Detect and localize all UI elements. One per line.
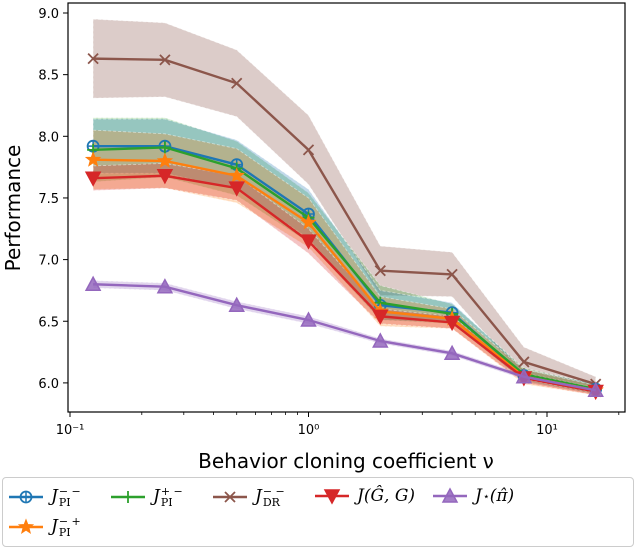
y-tick-label: 8.0 [38,130,59,145]
series-4 [84,275,604,398]
data-point [84,151,102,167]
band-2 [92,18,597,393]
data-point [446,268,458,281]
legend-marker [224,491,236,503]
series-line [93,57,597,386]
legend-swatch [9,518,43,534]
y-tick-label: 9.0 [38,7,59,22]
data-point [228,181,245,197]
y-tick-label: 6.0 [38,377,59,392]
chart: 6.0 6.5 7.0 7.5 8.0 8.5 9.0 10⁻¹ 10⁰ 10¹ Behavior… [1,2,626,473]
legend-marker [441,487,459,503]
data-point [231,77,243,89]
series-lines [84,52,604,401]
y-tick-label: 8.5 [38,69,59,84]
data-point [300,311,317,327]
confidence-bands [92,18,597,396]
legend-label: J ⋆ (π̂) [475,486,515,506]
legend-swatch [111,491,145,503]
legend-label: J − − DR [255,485,285,509]
legend-item: J ⋆ (π̂) [433,486,514,506]
data-point [302,144,315,156]
data-point [443,315,461,332]
legend-marker [323,489,341,505]
legend-item: J − − PI [9,486,81,508]
legend-label: J(Ĝ, G) [357,486,416,506]
legend-marker [122,491,134,503]
y-axis-label: Performance [1,145,25,272]
legend-label: J − + PI [51,515,81,539]
legend: J − − PI J + − PI J − − DR J(Ĝ, G) J ⋆ (π̂) J − + PI [2,477,634,547]
data-point [159,54,171,66]
data-point [158,141,171,154]
x-axis-label: Behavior cloning coefficient ν [198,449,494,473]
data-point [518,356,530,368]
legend-label: J + − PI [153,485,183,509]
legend-swatch [213,491,247,503]
data-point [372,332,389,348]
axes: 6.0 6.5 7.0 7.5 8.0 8.5 9.0 10⁻¹ 10⁰ 10¹ [38,2,626,438]
data-point [443,344,461,361]
legend-label: J − − PI [51,485,81,509]
data-point [228,296,245,312]
data-point [515,368,533,384]
data-point [156,152,174,168]
data-point [84,171,102,187]
legend-item: J − + PI [9,516,81,538]
y-tick-label: 6.5 [38,315,59,330]
x-tick-label: 10⁰ [298,423,320,438]
data-point [156,169,174,185]
y-tick-label: 7.5 [38,192,59,207]
data-point [84,275,102,292]
data-point [374,265,386,277]
data-point [300,234,317,250]
data-point [587,381,604,398]
data-point [372,309,389,325]
legend-swatch [315,489,349,505]
legend-item: J − − DR [213,486,285,508]
data-point [228,167,245,183]
legend-marker [20,491,32,503]
series-line [93,158,596,392]
legend-swatch [9,490,43,504]
data-point [156,278,174,294]
plot-frame [67,2,626,413]
data-point [87,52,99,65]
legend-item: J + − PI [111,486,183,508]
y-tick-label: 7.0 [38,254,59,269]
series-line [93,283,596,392]
x-tick-label: 10⁻¹ [56,423,85,438]
series-line [93,174,596,393]
x-tick-label: 10¹ [536,423,558,438]
legend-swatch [433,487,467,503]
series-line [93,146,596,391]
legend-item: J(Ĝ, G) [315,486,415,506]
legend-marker [17,518,35,534]
data-point [300,213,317,230]
